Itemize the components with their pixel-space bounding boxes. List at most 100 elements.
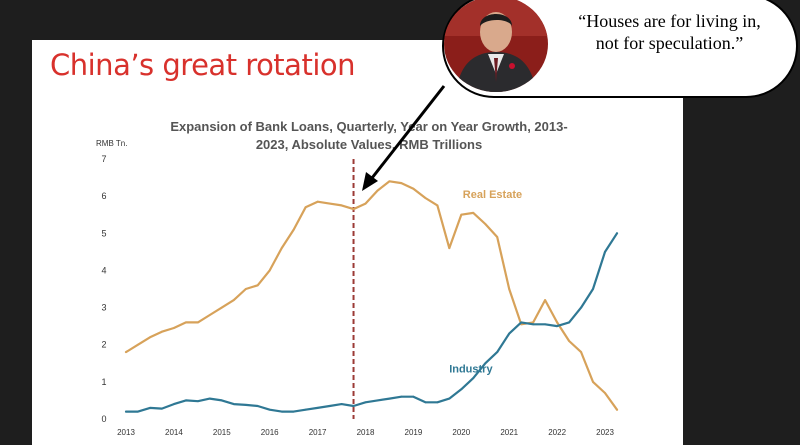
industry-point <box>460 388 463 391</box>
real-estate-point <box>448 247 451 250</box>
real-estate-point <box>400 182 403 185</box>
x-tick-label: 2015 <box>213 428 231 437</box>
real-estate-point <box>244 288 247 290</box>
real-estate-point <box>424 197 427 199</box>
industry-point <box>137 410 139 413</box>
industry-point <box>364 401 367 404</box>
x-tick-label: 2014 <box>165 428 183 437</box>
real-estate-point <box>161 330 163 333</box>
real-estate-point <box>149 336 151 339</box>
industry-point <box>173 403 175 405</box>
industry-point <box>436 401 439 404</box>
chart-title-line-2: 2023, Absolute Values, RMB Trillions <box>256 137 482 152</box>
real-estate-point <box>568 340 570 342</box>
chart-title-line-1: Expansion of Bank Loans, Quarterly, Year… <box>170 119 567 134</box>
industry-point <box>185 399 187 402</box>
x-tick-label: 2022 <box>548 428 566 437</box>
industry-point <box>496 351 499 353</box>
x-tick-label: 2013 <box>117 428 135 437</box>
real-estate-point <box>137 343 139 346</box>
real-estate-point <box>604 392 606 394</box>
industry-point <box>508 332 511 335</box>
real-estate-point <box>328 202 331 205</box>
industry-point <box>388 397 391 400</box>
industry-point <box>568 321 570 324</box>
real-estate-point <box>232 299 235 301</box>
y-tick-label: 0 <box>101 414 106 424</box>
industry-point <box>616 232 618 235</box>
industry-point <box>304 408 307 411</box>
industry-point <box>208 397 211 400</box>
real-estate-point <box>208 314 211 316</box>
axis-layer: 0 1 2 3 4 5 6 7 2013 2014 2015 2016 2017 2018 2019 2020… <box>101 154 614 437</box>
real-estate-point <box>532 321 535 324</box>
real-estate-point <box>173 327 175 329</box>
real-estate-point <box>256 284 259 287</box>
real-estate-point <box>412 187 415 190</box>
real-estate-point <box>544 299 546 301</box>
real-estate-point <box>364 202 367 205</box>
real-estate-series-label: Real Estate <box>463 189 522 201</box>
x-tick-label: 2023 <box>596 428 614 437</box>
industry-point <box>544 323 546 326</box>
y-tick-label: 1 <box>101 377 106 387</box>
series-layer <box>124 180 619 413</box>
y-tick-label: 5 <box>101 228 106 238</box>
industry-point <box>400 395 403 398</box>
real-estate-point <box>185 321 187 324</box>
y-tick-label: 6 <box>101 191 106 201</box>
x-tick-label: 2017 <box>309 428 327 437</box>
y-tick-label: 4 <box>101 265 106 275</box>
real-estate-point <box>436 204 439 207</box>
real-estate-point <box>556 321 558 324</box>
industry-point <box>280 410 283 413</box>
industry-point <box>532 323 535 326</box>
industry-point <box>220 399 223 402</box>
x-tick-label: 2019 <box>405 428 423 437</box>
real-estate-point <box>592 381 594 383</box>
industry-point <box>197 400 199 403</box>
real-estate-point <box>304 206 307 209</box>
industry-point <box>592 288 594 290</box>
quote-line-2: not for speculation.” <box>595 33 744 53</box>
real-estate-point <box>580 351 582 353</box>
industry-point <box>125 410 127 413</box>
industry-series-label: Industry <box>449 364 493 376</box>
label-layer: Real Estate Industry <box>449 189 522 376</box>
y-tick-label: 7 <box>101 154 106 164</box>
loans-chart: Expansion of Bank Loans, Quarterly, Year… <box>96 119 619 437</box>
y-tick-label: 2 <box>101 340 106 350</box>
quote-text: “Houses are for living in, not for specu… <box>557 10 782 54</box>
x-tick-label: 2018 <box>357 428 375 437</box>
real-estate-point <box>484 223 487 225</box>
real-estate-point <box>508 288 511 290</box>
industry-point <box>424 401 427 404</box>
real-estate-point <box>197 321 199 324</box>
speaker-portrait <box>444 0 548 92</box>
real-estate-point <box>460 213 463 216</box>
industry-point <box>149 407 151 409</box>
real-estate-point <box>280 247 283 250</box>
real-estate-point <box>352 208 355 211</box>
industry-point <box>448 397 451 400</box>
industry-point <box>580 306 582 309</box>
real-estate-point <box>616 408 618 411</box>
real-estate-point <box>376 189 379 192</box>
x-tick-label: 2020 <box>452 428 470 437</box>
industry-point <box>244 404 247 406</box>
real-estate-point <box>220 306 223 309</box>
quote-line-1: “Houses are for living in, <box>578 11 761 31</box>
industry-point <box>556 325 558 327</box>
real-estate-point <box>125 351 127 353</box>
real-estate-point <box>472 212 475 214</box>
x-tick-label: 2021 <box>500 428 518 437</box>
industry-line <box>124 232 619 413</box>
industry-point <box>520 321 523 324</box>
y-tick-label: 3 <box>101 303 106 313</box>
slide: China’s great rotation Expansion of Bank… <box>32 40 683 445</box>
industry-point <box>376 399 379 402</box>
real-estate-point <box>496 236 499 238</box>
real-estate-point <box>388 180 391 183</box>
slide-title: China’s great rotation <box>50 48 356 82</box>
real-estate-point <box>316 200 319 203</box>
